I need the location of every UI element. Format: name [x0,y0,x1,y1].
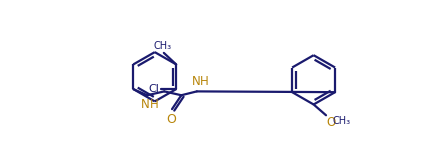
Text: CH₃: CH₃ [154,41,172,51]
Text: H: H [149,98,158,111]
Text: O: O [327,116,336,129]
Text: H: H [200,75,209,88]
Text: N: N [141,98,150,111]
Text: Cl: Cl [148,84,159,94]
Text: CH₃: CH₃ [332,116,350,126]
Text: O: O [166,113,176,126]
Text: N: N [192,75,200,88]
